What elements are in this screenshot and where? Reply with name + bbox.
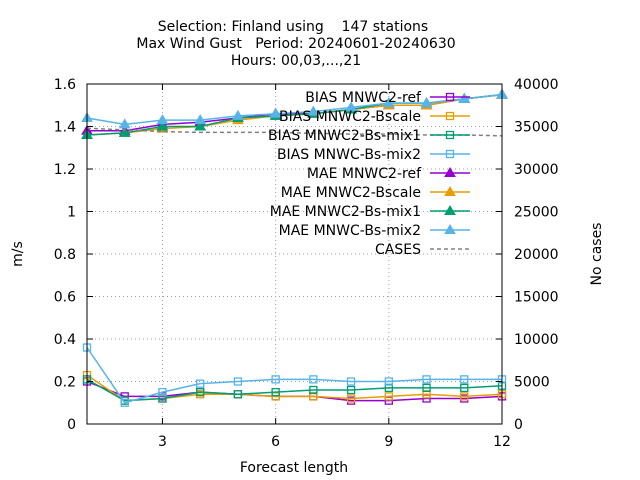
- series-1-point-5: [271, 392, 280, 401]
- y2-tick-label-5: 25000: [514, 205, 559, 221]
- legend-label-2: BIAS MNWC2-Bs-mix1: [268, 128, 421, 144]
- y-tick-label-5: 1: [67, 205, 76, 221]
- legend-marker-1: [445, 111, 455, 121]
- chart-title-line-1: Selection: Finland using 147 stations: [158, 19, 428, 35]
- series-3-point-6: [309, 375, 318, 384]
- legend-label-5: MAE MNWC2-Bscale: [281, 185, 421, 201]
- series-3-point-7: [346, 377, 356, 386]
- series-7-point-5: [269, 107, 282, 118]
- y-tick-label-8: 1.6: [54, 77, 76, 93]
- legend: BIAS MNWC2-ref BIAS MNWC2-Bscale BIAS MNWC…: [268, 90, 470, 258]
- y2-tick-label-6: 30000: [514, 162, 559, 178]
- axes: 0 0.2 0.4 0.6 0.8 1 1.2 1.4 1.6 0 5000 10000 15000 20…: [54, 77, 559, 450]
- y-tick-label-2: 0.4: [54, 332, 76, 348]
- legend-marker-0: [445, 92, 455, 102]
- series-7: [81, 88, 508, 129]
- series-3-point-3: [196, 379, 205, 388]
- y2-tick-label-4: 20000: [514, 247, 559, 263]
- series-3-point-1: [120, 398, 129, 407]
- chart-title-line-2: Max Wind Gust Period: 20240601-20240630: [136, 36, 455, 52]
- y2-tick-label-0: 0: [514, 417, 523, 433]
- series-3-point-10: [460, 375, 469, 384]
- legend-marker-3: [445, 149, 455, 159]
- series-2-point-7: [346, 385, 356, 395]
- series-3-point-2: [158, 387, 167, 397]
- series-7-point-4: [232, 109, 244, 120]
- legend-marker-4: [444, 167, 456, 177]
- series-3-point-8: [384, 377, 393, 386]
- legend-marker-2: [445, 130, 455, 140]
- series-3-point-4: [233, 377, 243, 386]
- y2-tick-label-8: 40000: [514, 77, 559, 93]
- y2-tick-label-2: 10000: [514, 332, 559, 348]
- series-7-point-6: [307, 105, 320, 116]
- series-3: [82, 343, 507, 407]
- y2-axis-label: No cases: [589, 223, 605, 286]
- legend-label-3: BIAS MNWC-Bs-mix2: [277, 147, 421, 163]
- series-3-point-9: [422, 375, 431, 384]
- series-7-point-3: [194, 114, 207, 125]
- x-tick-label-2: 9: [384, 434, 393, 450]
- series-1-point-10: [460, 392, 469, 401]
- chart-title-line-3: Hours: 00,03,...,21: [231, 53, 361, 69]
- series-6-point-3: [194, 120, 207, 131]
- y-tick-label-1: 0.2: [54, 375, 76, 391]
- legend-label-7: MAE MNWC-Bs-mix2: [279, 223, 421, 239]
- series-2-point-5: [271, 387, 280, 397]
- series-2-point-10: [460, 383, 469, 393]
- series-2-point-9: [422, 383, 431, 393]
- series-7-point-2: [156, 114, 169, 125]
- series-line-7: [86, 93, 503, 126]
- x-axis-label: Forecast length: [240, 460, 348, 476]
- legend-marker-5: [444, 186, 456, 196]
- series-1-point-8: [384, 392, 393, 401]
- y2-tick-label-3: 15000: [514, 290, 559, 306]
- y-axis-label: m/s: [10, 241, 26, 267]
- series-6-point-1: [118, 126, 131, 137]
- legend-label-8: CASES: [375, 242, 421, 258]
- series-2-point-6: [309, 385, 318, 395]
- series-7-point-1: [118, 118, 131, 129]
- series-7-point-8: [382, 97, 395, 108]
- y-tick-label-3: 0.6: [54, 290, 76, 306]
- chart-title: Selection: Finland using 147 stations Ma…: [136, 19, 455, 69]
- series-2-point-4: [233, 390, 243, 399]
- y-tick-label-0: 0: [67, 417, 76, 433]
- y-tick-label-7: 1.4: [54, 120, 76, 136]
- series-line-3: [86, 347, 502, 404]
- series-3-point-5: [271, 375, 280, 384]
- x-tick-label-3: 12: [493, 434, 511, 450]
- legend-label-4: MAE MNWC2-ref: [307, 166, 422, 182]
- y2-tick-label-7: 35000: [514, 120, 559, 136]
- series-line-2: [86, 378, 503, 402]
- y-tick-label-6: 1.2: [54, 162, 76, 178]
- legend-label-0: BIAS MNWC2-ref: [305, 90, 422, 106]
- legend-marker-6: [444, 205, 456, 215]
- series-2-point-3: [196, 387, 205, 397]
- grid: [87, 84, 502, 424]
- legend-label-6: MAE MNWC2-Bs-mix1: [270, 204, 421, 220]
- y2-tick-label-1: 5000: [514, 375, 550, 391]
- series-7-point-10: [458, 92, 471, 103]
- series-1-point-7: [346, 394, 356, 403]
- x-tick-label-1: 6: [271, 434, 280, 450]
- legend-marker-7: [444, 224, 456, 234]
- series-6-point-2: [156, 120, 169, 131]
- y-tick-label-4: 0.8: [54, 247, 76, 263]
- series-7-point-9: [420, 97, 433, 108]
- x-tick-label-0: 3: [158, 434, 167, 450]
- legend-label-1: BIAS MNWC2-Bscale: [279, 109, 421, 125]
- series-7-point-7: [345, 101, 357, 112]
